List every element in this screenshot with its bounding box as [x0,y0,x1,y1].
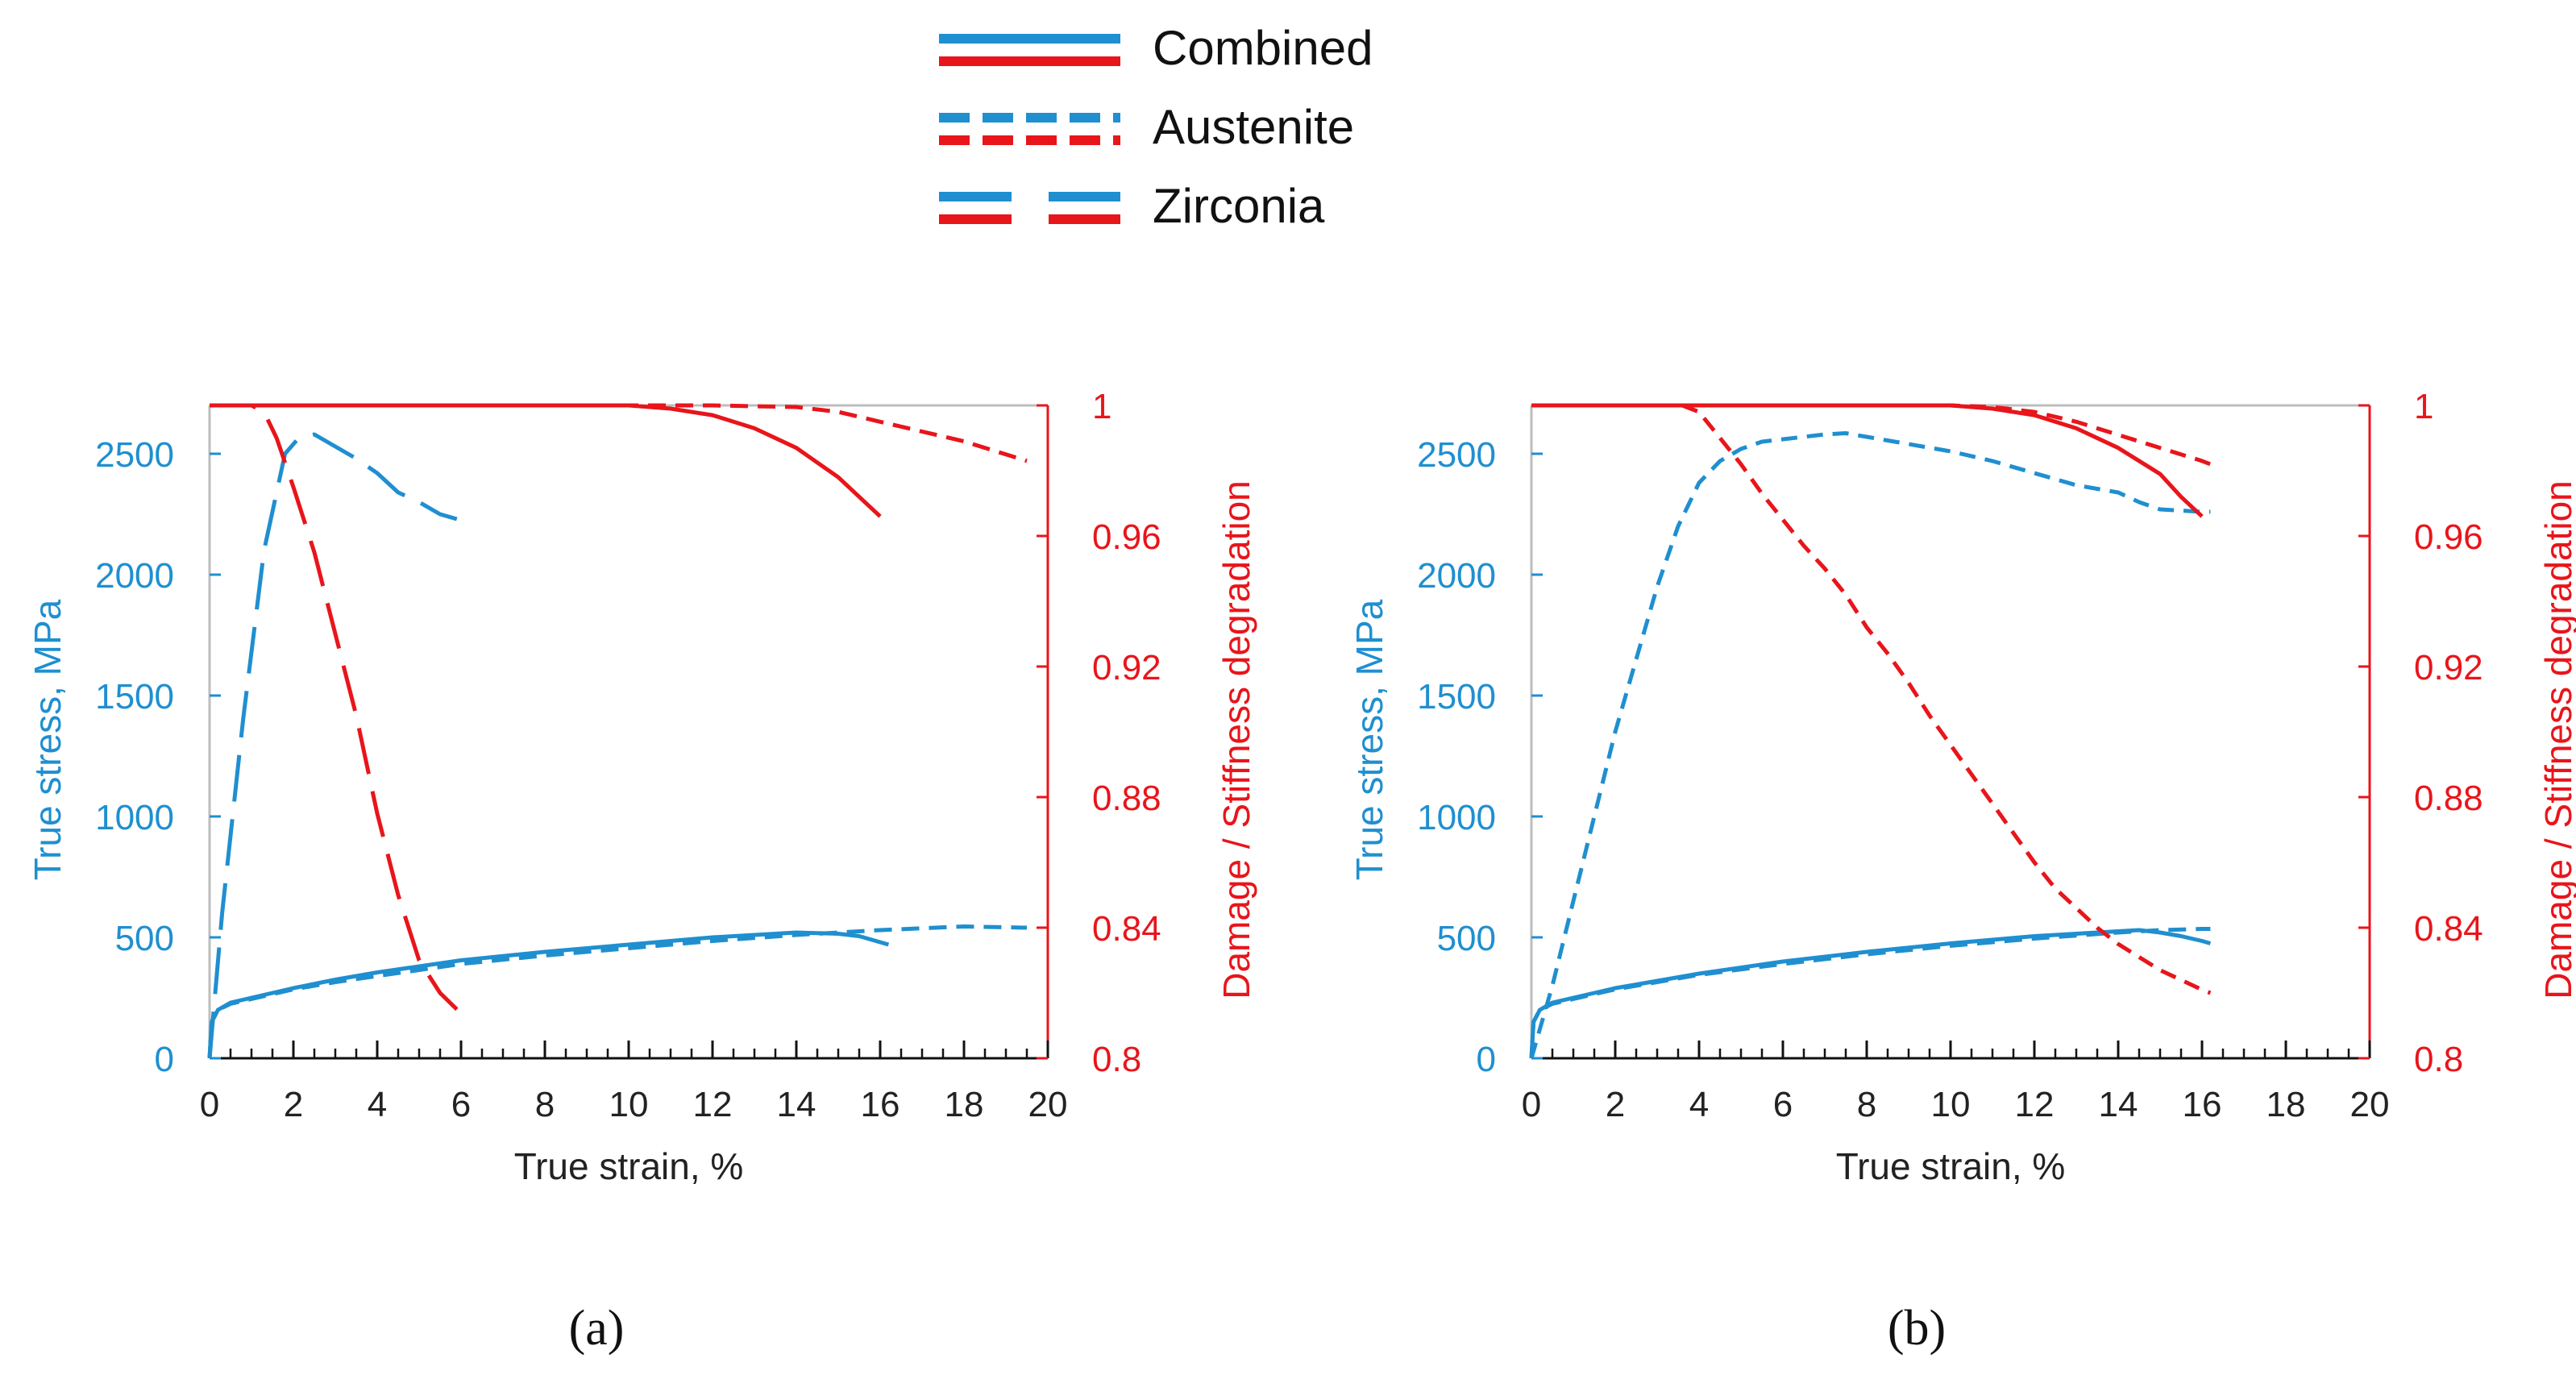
x-tick-label: 18 [945,1085,984,1124]
y2-tick-label: 0.96 [2414,517,2483,557]
y-tick-label: 0 [1477,1040,1496,1079]
series-zirconia-damage-line [210,403,459,1012]
x-tick-label: 20 [1028,1085,1068,1124]
x-tick-label: 16 [861,1085,900,1124]
series-combined-damage-line [1531,403,2204,518]
panel-label: (a) [569,1301,625,1356]
y-tick-label: 1500 [95,677,174,717]
x-axis-title: True strain, % [514,1145,744,1187]
y-tick-label: 500 [115,919,174,958]
y2-tick-label: 0.8 [2414,1040,2463,1079]
y-tick-label: 1500 [1417,677,1496,717]
series-combined-stress-line [207,930,890,1059]
series-austenite-stress-line [1529,927,2211,1059]
x-tick-label: 20 [2350,1085,2390,1124]
x-tick-label: 10 [1931,1085,1971,1124]
series-austenite-damage-line [1531,403,2212,467]
y-tick-label: 1000 [95,798,174,837]
x-tick-label: 4 [368,1085,387,1124]
y2-tick-label: 0.92 [2414,648,2483,688]
x-tick-label: 6 [451,1085,471,1124]
y2-tick-label: 0.96 [1092,517,1161,557]
series-austenite-damage-line [210,403,1028,463]
y2-axis-title: Damage / Stiffness degradation [1215,480,1257,999]
x-tick-label: 12 [2015,1085,2055,1124]
y-tick-label: 0 [155,1040,174,1079]
y-tick-label: 2000 [95,556,174,596]
y2-tick-label: 0.8 [1092,1040,1141,1079]
legend-label: Combined [1153,21,1373,75]
y-axis-title: True stress, MPa [1348,599,1390,880]
series-combined-stress-line [1529,928,2212,1059]
x-tick-label: 12 [693,1085,733,1124]
x-tick-label: 14 [2099,1085,2138,1124]
y2-tick-label: 1 [1092,387,1111,426]
y2-axis-title: Damage / Stiffness degradation [2537,480,2576,999]
x-tick-label: 18 [2266,1085,2306,1124]
x-tick-label: 4 [1689,1085,1709,1124]
y-tick-label: 1000 [1417,798,1496,837]
x-tick-label: 0 [200,1085,219,1124]
x-tick-label: 6 [1773,1085,1793,1124]
y-tick-label: 2500 [1417,435,1496,475]
chart-panel-a: 0 2 4 6 8 10 12 14 16 18 20 0 500 1000 1500 2000 2500 0.8… [27,387,1257,1356]
y-axis-title: True stress, MPa [27,599,69,880]
y2-tick-label: 0.84 [2414,909,2483,949]
chart-panel-b: 0 2 4 6 8 10 12 14 16 18 20 0 500 1000 1500 2000 2500 0.8… [1348,387,2576,1356]
x-tick-label: 8 [535,1085,555,1124]
x-tick-label: 16 [2183,1085,2222,1124]
x-axis-title: True strain, % [1836,1145,2066,1187]
x-tick-label: 2 [284,1085,303,1124]
x-tick-label: 8 [1857,1085,1876,1124]
y2-tick-label: 0.88 [1092,779,1161,818]
y-tick-label: 2500 [95,435,174,475]
y2-tick-label: 1 [2414,387,2433,426]
x-tick-label: 14 [777,1085,816,1124]
x-tick-label: 2 [1606,1085,1625,1124]
panel-label: (b) [1888,1301,1946,1356]
legend: Combined Austenite Zirconia [939,21,1373,233]
legend-label: Austenite [1153,100,1354,154]
y2-tick-label: 0.88 [2414,779,2483,818]
y2-tick-label: 0.84 [1092,909,1161,949]
y-tick-label: 2000 [1417,556,1496,596]
legend-label: Zirconia [1153,179,1325,233]
series-combined-damage-line [210,403,882,518]
y-tick-label: 500 [1437,919,1496,958]
series-zirconia-damage-line [1681,403,2212,995]
x-tick-label: 10 [609,1085,649,1124]
y2-tick-label: 0.92 [1092,648,1161,688]
series-zirconia-stress-line [207,432,458,1059]
series-zirconia-stress-line [1529,431,2211,1059]
series-austenite-stress-line [207,924,1028,1059]
x-tick-label: 0 [1522,1085,1541,1124]
